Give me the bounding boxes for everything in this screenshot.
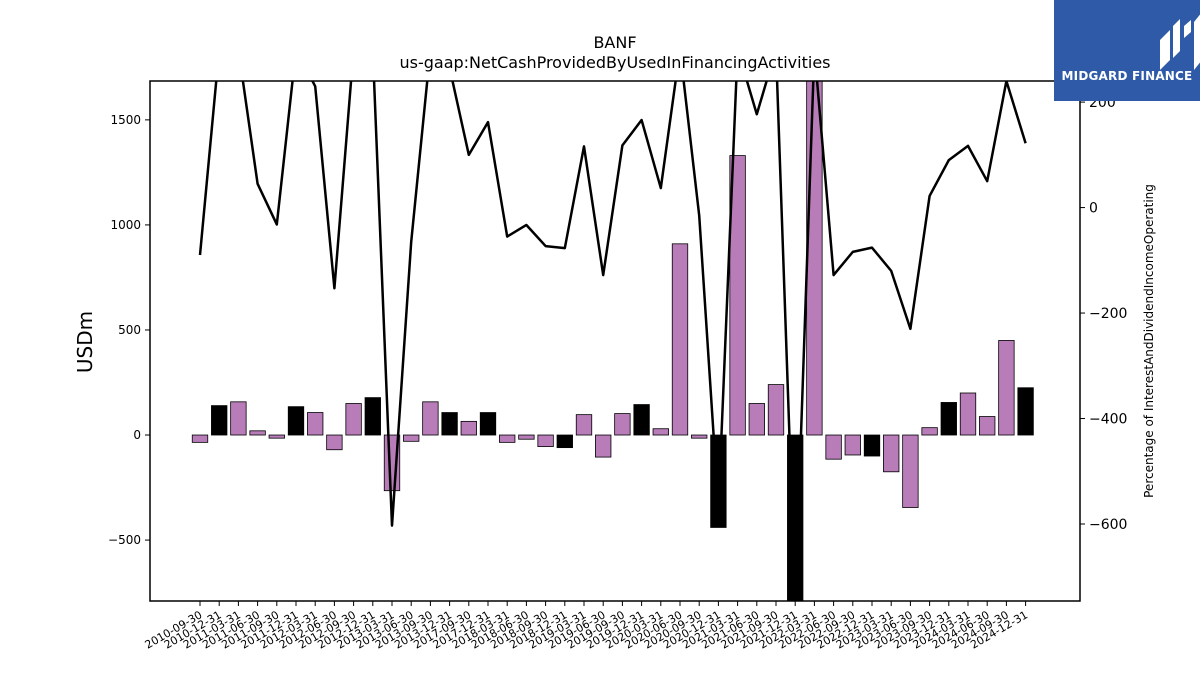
bar	[998, 340, 1015, 436]
bar	[345, 403, 362, 436]
bar	[748, 403, 765, 436]
bar-series	[191, 81, 1034, 601]
bar	[691, 434, 708, 439]
chart-subtitle: us-gaap:NetCashProvidedByUsedInFinancing…	[399, 53, 830, 72]
y2-tick-label: −600	[1089, 517, 1127, 533]
bar	[633, 404, 650, 436]
bar	[518, 434, 535, 440]
bar	[1017, 387, 1034, 436]
logo-mark-icon	[1160, 14, 1200, 70]
y-tick-label: 500	[118, 323, 141, 337]
bar	[575, 414, 593, 436]
bar	[460, 420, 477, 436]
bar	[403, 434, 420, 442]
y-tick-label: 0	[133, 428, 141, 442]
chart-title: BANF	[593, 33, 636, 52]
bar	[211, 405, 228, 436]
bar	[422, 401, 439, 436]
plot-frame	[149, 80, 1081, 602]
series-line	[198, 81, 1027, 601]
x-axis-ticks: 2010-09-302010-12-312011-03-312011-06-30…	[143, 601, 1030, 652]
y-tick-label: 1000	[110, 218, 141, 232]
bar	[287, 406, 305, 436]
bar	[844, 434, 861, 456]
bar	[902, 434, 919, 508]
bar	[556, 434, 573, 449]
bar	[883, 434, 900, 473]
bar	[268, 434, 285, 439]
y2-tick-label: −200	[1089, 306, 1127, 322]
y-tick-label: 1500	[110, 113, 141, 127]
bar	[614, 413, 631, 436]
y2-axis-label: Percentage of InterestAndDividendIncomeO…	[1142, 184, 1156, 498]
bar	[307, 412, 324, 436]
bar	[729, 155, 746, 436]
bar	[595, 434, 612, 458]
bar	[441, 412, 458, 436]
bar	[499, 434, 516, 443]
bar	[230, 401, 247, 436]
bar	[806, 81, 823, 436]
bar	[921, 427, 938, 436]
bar	[326, 434, 343, 451]
bar	[979, 416, 996, 436]
bar	[652, 428, 669, 436]
y-tick-label: −500	[108, 533, 141, 547]
y2-tick-label: −400	[1089, 412, 1127, 428]
bar	[863, 434, 881, 457]
bar	[191, 434, 209, 443]
bar	[767, 384, 785, 436]
y-axis-label: USDm	[73, 311, 97, 373]
bar	[825, 434, 842, 460]
bar	[537, 434, 554, 447]
bar	[364, 397, 381, 436]
y2-tick-label: 0	[1089, 201, 1098, 217]
bar	[249, 430, 266, 436]
bar	[959, 392, 977, 436]
line-series	[198, 81, 1027, 601]
logo-text: MIDGARD FINANCE	[1061, 69, 1193, 83]
bar	[940, 402, 957, 436]
bar	[671, 243, 689, 436]
y-axis-ticks: −500 0 500 1000 1500	[108, 113, 150, 547]
bar	[479, 412, 497, 436]
midgard-finance-logo: MIDGARD FINANCE	[1054, 0, 1200, 101]
